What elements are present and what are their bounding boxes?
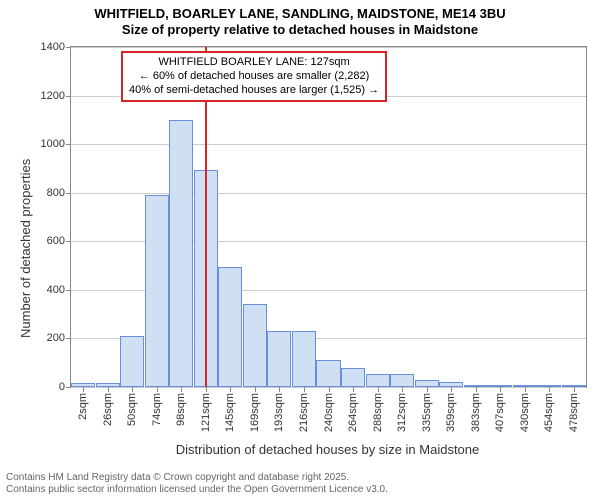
xtick-mark bbox=[279, 387, 280, 392]
ytick-label: 1000 bbox=[41, 138, 65, 150]
xtick-mark bbox=[304, 387, 305, 392]
xtick-label: 2sqm bbox=[77, 393, 89, 420]
plot-area: 02004006008001000120014002sqm26sqm50sqm7… bbox=[70, 46, 587, 388]
histogram-bar bbox=[292, 331, 316, 387]
xtick-label: 169sqm bbox=[249, 393, 261, 432]
xtick-mark bbox=[83, 387, 84, 392]
histogram-bar bbox=[341, 368, 365, 387]
xtick-label: 407sqm bbox=[494, 393, 506, 432]
ytick-mark bbox=[66, 47, 71, 48]
ytick-label: 600 bbox=[47, 235, 65, 247]
y-axis-label: Number of detached properties bbox=[18, 159, 33, 338]
xtick-label: 145sqm bbox=[224, 393, 236, 432]
xtick-label: 26sqm bbox=[102, 393, 114, 426]
xtick-mark bbox=[108, 387, 109, 392]
xtick-label: 240sqm bbox=[323, 393, 335, 432]
xtick-mark bbox=[157, 387, 158, 392]
xtick-label: 121sqm bbox=[200, 393, 212, 432]
ytick-mark bbox=[66, 387, 71, 388]
xtick-mark bbox=[378, 387, 379, 392]
xtick-label: 74sqm bbox=[151, 393, 163, 426]
xtick-mark bbox=[574, 387, 575, 392]
xtick-label: 454sqm bbox=[543, 393, 555, 432]
ytick-mark bbox=[66, 193, 71, 194]
histogram-bar bbox=[390, 374, 414, 387]
x-axis-label: Distribution of detached houses by size … bbox=[70, 442, 585, 457]
chart-title: WHITFIELD, BOARLEY LANE, SANDLING, MAIDS… bbox=[0, 6, 600, 39]
xtick-mark bbox=[181, 387, 182, 392]
xtick-mark bbox=[255, 387, 256, 392]
ytick-label: 400 bbox=[47, 284, 65, 296]
xtick-label: 264sqm bbox=[347, 393, 359, 432]
xtick-mark bbox=[206, 387, 207, 392]
xtick-mark bbox=[402, 387, 403, 392]
ytick-label: 1400 bbox=[41, 41, 65, 53]
xtick-label: 288sqm bbox=[372, 393, 384, 432]
xtick-mark bbox=[476, 387, 477, 392]
xtick-mark bbox=[353, 387, 354, 392]
xtick-mark bbox=[525, 387, 526, 392]
xtick-label: 193sqm bbox=[273, 393, 285, 432]
gridline bbox=[71, 47, 586, 48]
ytick-mark bbox=[66, 144, 71, 145]
histogram-bar bbox=[267, 331, 291, 387]
histogram-bar bbox=[366, 374, 390, 387]
title-line2: Size of property relative to detached ho… bbox=[0, 22, 600, 38]
xtick-label: 335sqm bbox=[421, 393, 433, 432]
xtick-label: 478sqm bbox=[568, 393, 580, 432]
ytick-mark bbox=[66, 338, 71, 339]
footer-line2: Contains public sector information licen… bbox=[6, 484, 388, 496]
histogram-bar bbox=[169, 120, 193, 387]
chart-container: WHITFIELD, BOARLEY LANE, SANDLING, MAIDS… bbox=[0, 0, 600, 500]
marker-callout: WHITFIELD BOARLEY LANE: 127sqm← 60% of d… bbox=[121, 51, 387, 102]
xtick-mark bbox=[132, 387, 133, 392]
plot-inner: 02004006008001000120014002sqm26sqm50sqm7… bbox=[71, 47, 586, 387]
xtick-mark bbox=[329, 387, 330, 392]
xtick-label: 312sqm bbox=[396, 393, 408, 432]
histogram-bar bbox=[218, 267, 242, 387]
xtick-mark bbox=[549, 387, 550, 392]
ytick-label: 200 bbox=[47, 332, 65, 344]
xtick-label: 430sqm bbox=[519, 393, 531, 432]
footer-attribution: Contains HM Land Registry data © Crown c… bbox=[0, 472, 394, 496]
ytick-mark bbox=[66, 241, 71, 242]
xtick-label: 359sqm bbox=[445, 393, 457, 432]
xtick-mark bbox=[451, 387, 452, 392]
histogram-bar bbox=[316, 360, 340, 387]
xtick-mark bbox=[427, 387, 428, 392]
footer-line1: Contains HM Land Registry data © Crown c… bbox=[6, 472, 388, 484]
ytick-label: 0 bbox=[59, 381, 65, 393]
ytick-label: 1200 bbox=[41, 90, 65, 102]
xtick-label: 383sqm bbox=[470, 393, 482, 432]
histogram-bar bbox=[243, 304, 267, 387]
callout-line: 40% of semi-detached houses are larger (… bbox=[129, 84, 379, 98]
histogram-bar bbox=[120, 336, 144, 387]
callout-line: ← 60% of detached houses are smaller (2,… bbox=[129, 70, 379, 84]
xtick-label: 50sqm bbox=[126, 393, 138, 426]
xtick-label: 98sqm bbox=[175, 393, 187, 426]
xtick-mark bbox=[230, 387, 231, 392]
callout-line: WHITFIELD BOARLEY LANE: 127sqm bbox=[129, 56, 379, 70]
ytick-mark bbox=[66, 290, 71, 291]
gridline bbox=[71, 193, 586, 194]
ytick-label: 800 bbox=[47, 187, 65, 199]
gridline bbox=[71, 144, 586, 145]
title-line1: WHITFIELD, BOARLEY LANE, SANDLING, MAIDS… bbox=[0, 6, 600, 22]
ytick-mark bbox=[66, 96, 71, 97]
histogram-bar bbox=[145, 195, 169, 387]
histogram-bar bbox=[415, 380, 439, 387]
xtick-label: 216sqm bbox=[298, 393, 310, 432]
xtick-mark bbox=[500, 387, 501, 392]
